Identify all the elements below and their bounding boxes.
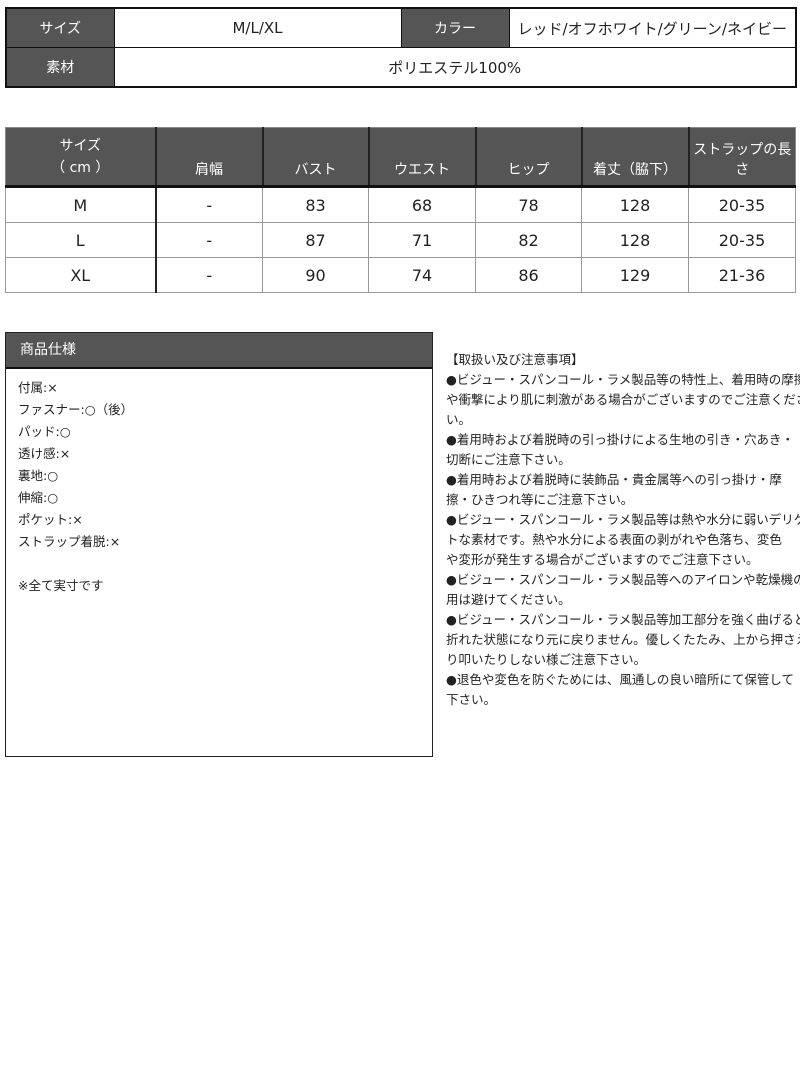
spec-box: 商品仕様 付属:× ファスナー:○（後） パッド:○ 透け感:× 裏地:○ 伸縮:○ ポケッ… [5, 332, 433, 757]
notes-line: トな素材です。熱や水分による表面の剥がれや色落ち、変色 [446, 532, 782, 547]
size-label: サイズ [5, 7, 115, 48]
measurement-cell: - [155, 222, 263, 258]
size-cell: XL [5, 257, 157, 293]
header-size: サイズ （ cm ） [5, 127, 157, 187]
notes-line: 擦・ひきつれ等にご注意下さい。 [446, 492, 634, 507]
header-strap: ストラップの長さ [688, 127, 796, 187]
notes-line: ●ビジュー・スパンコール・ラメ製品等加工部分を強く曲げると [446, 612, 800, 627]
notes-line: ●着用時および着脱時の引っ掛けによる生地の引き・穴あき・ [446, 432, 795, 447]
table-row: M -83 68 78 128 20-35 [5, 186, 796, 223]
measurement-cell: 74 [368, 257, 476, 293]
size-cell: L [5, 222, 157, 258]
care-notes: 【取扱い及び注意事項】 ●ビジュー・スパンコール・ラメ製品等の特性上、着用時の摩擦… [446, 350, 800, 710]
notes-line: ●ビジュー・スパンコール・ラメ製品等へのアイロンや乾燥機の使 [446, 572, 800, 587]
header-size-unit: （ cm ） [51, 159, 110, 176]
spec-item: ファスナー:○（後） [18, 402, 134, 417]
spec-title: 商品仕様 [6, 333, 432, 369]
notes-line: ●ビジュー・スパンコール・ラメ製品等の特性上、着用時の摩擦 [446, 372, 800, 387]
notes-line: ●ビジュー・スパンコール・ラメ製品等は熱や水分に弱いデリケー [446, 512, 800, 527]
header-bust: バスト [262, 127, 370, 187]
measurement-cell: 78 [475, 186, 582, 223]
spec-note: ※全て実寸です [18, 578, 104, 593]
spec-item: 透け感:× [18, 446, 71, 461]
measurement-cell: 87 [262, 222, 369, 258]
notes-line: 用は避けてください。 [446, 592, 571, 607]
notes-line: 下さい。 [446, 692, 497, 707]
measurement-cell: - [155, 257, 263, 293]
summary-table: サイズ M/L/XL カラー レッド/オフホワイト/グリーン/ネイビー 素材 ポ… [5, 7, 797, 88]
header-size-label: サイズ [59, 137, 102, 154]
size-table: サイズ （ cm ） 肩幅 バスト ウエスト ヒップ 着丈（脇下） ストラップの長… [5, 127, 796, 293]
header-length: 着丈（脇下） [581, 127, 690, 187]
spec-item: 付属:× [18, 380, 58, 395]
table-row: XL -90 74 86 129 21-36 [5, 257, 796, 293]
spec-item: ストラップ着脱:× [18, 534, 121, 549]
header-hip: ヒップ [475, 127, 583, 187]
measurement-cell: 71 [368, 222, 476, 258]
measurement-cell: 128 [581, 222, 689, 258]
notes-line: ●着用時および着脱時に装飾品・貴金属等への引っ掛け・摩 [446, 472, 782, 487]
notes-line: 切断にご注意下さい。 [446, 452, 571, 467]
notes-line: り叩いたりしない様ご注意下さい。 [446, 652, 647, 667]
size-table-header: サイズ （ cm ） 肩幅 バスト ウエスト ヒップ 着丈（脇下） ストラップの長… [5, 127, 796, 187]
spec-item: ポケット:× [18, 512, 83, 527]
spec-item: 裏地:○ [18, 468, 59, 483]
measurement-cell: 20-35 [688, 186, 796, 223]
table-row: L -87 71 82 128 20-35 [5, 222, 796, 258]
measurement-cell: 86 [475, 257, 582, 293]
spec-item: 伸縮:○ [18, 490, 59, 505]
color-label: カラー [400, 7, 510, 48]
header-shoulder: 肩幅 [155, 127, 264, 187]
spec-list: 付属:× ファスナー:○（後） パッド:○ 透け感:× 裏地:○ 伸縮:○ ポケット:× スト… [6, 369, 432, 597]
material-label: 素材 [5, 47, 115, 88]
spec-item: パッド:○ [18, 424, 71, 439]
notes-line: い。 [446, 412, 472, 427]
measurement-cell: 82 [475, 222, 582, 258]
measurement-cell: 129 [581, 257, 689, 293]
measurement-cell: 21-36 [688, 257, 796, 293]
measurement-cell: 83 [262, 186, 369, 223]
notes-line: ●退色や変色を防ぐためには、風通しの良い暗所にて保管して [446, 672, 795, 687]
notes-line: や衝撃により肌に刺激がある場合がございますのでご注意くださ [446, 392, 800, 407]
notes-line: や変形が発生する場合がございますのでご注意下さい。 [446, 552, 759, 567]
measurement-cell: 90 [262, 257, 369, 293]
spacer [18, 553, 432, 575]
measurement-cell: 68 [368, 186, 476, 223]
size-value: M/L/XL [113, 7, 402, 48]
material-value: ポリエステル100% [113, 47, 797, 88]
color-value: レッド/オフホワイト/グリーン/ネイビー [508, 7, 797, 48]
size-cell: M [5, 186, 157, 223]
notes-title: 【取扱い及び注意事項】 [446, 352, 584, 367]
measurement-cell: 20-35 [688, 222, 796, 258]
header-waist: ウエスト [368, 127, 477, 187]
measurement-cell: 128 [581, 186, 689, 223]
measurement-cell: - [155, 186, 263, 223]
notes-line: 折れた状態になり元に戻りません。優しくたたみ、上から押さえた [446, 632, 800, 647]
